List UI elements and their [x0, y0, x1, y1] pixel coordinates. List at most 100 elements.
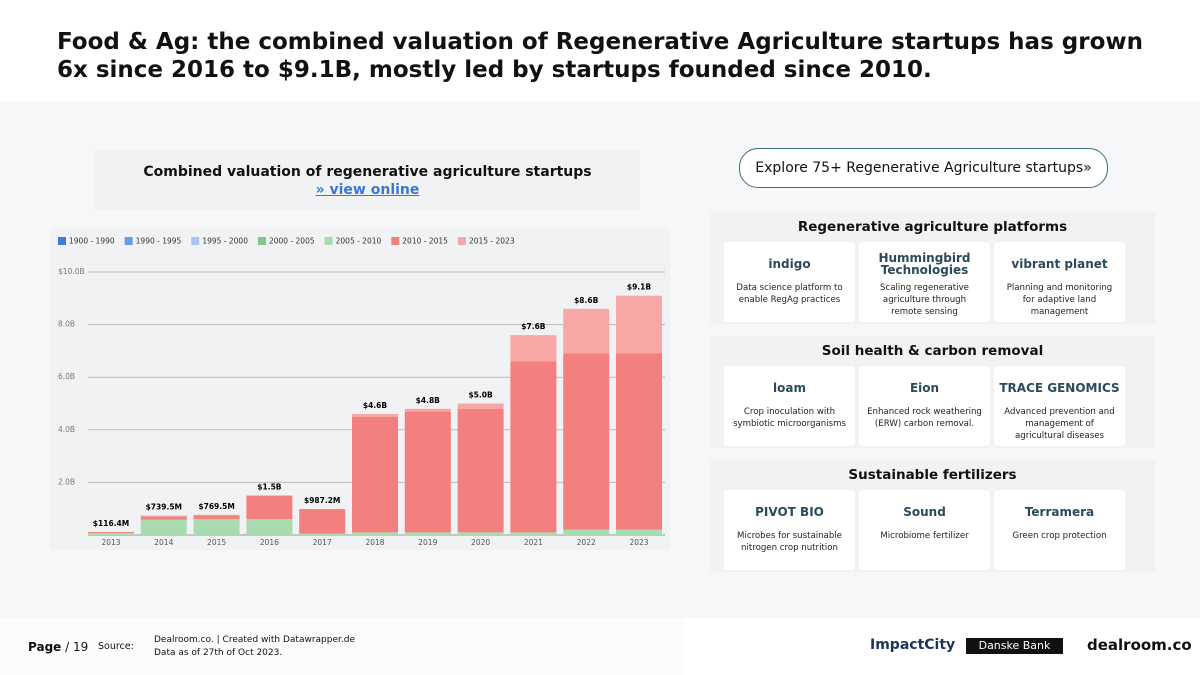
- startup-description: Data science platform to enable RegAg pr…: [736, 283, 843, 305]
- total-label: $769.5M: [198, 502, 234, 511]
- bar-segment: [457, 532, 504, 535]
- legend-swatch: [58, 237, 66, 245]
- legend-swatch: [324, 237, 333, 245]
- legend-swatch: [257, 237, 266, 245]
- legend-label: 2000 - 2005: [269, 237, 315, 246]
- bar-segment: [246, 495, 293, 520]
- bar-segment: [140, 519, 187, 535]
- startup-card[interactable]: Terramera Green crop protection: [994, 490, 1125, 570]
- startup-logo: Sound: [903, 505, 946, 519]
- bar-segment: [616, 295, 662, 354]
- startup-description: Green crop protection: [1012, 531, 1107, 541]
- startup-logo: vibrant planet: [1011, 257, 1108, 271]
- total-label: $5.0B: [468, 391, 493, 400]
- card-row: loam Crop inoculation with symbiotic micr…: [710, 366, 1155, 446]
- bar-segment: [352, 414, 398, 417]
- bar-segment: [352, 416, 398, 533]
- chart-header: Combined valuation of regenerative agric…: [95, 150, 640, 210]
- bar-segment: [563, 308, 610, 354]
- bar-segment: [616, 529, 662, 535]
- bar-segment: [88, 531, 134, 533]
- startup-logo: indigo: [768, 257, 811, 271]
- bar-segment: [457, 408, 504, 533]
- section-heading: Soil health & carbon removal: [821, 343, 1044, 359]
- source-line: Data as of 27th of Oct 2023.: [154, 648, 283, 658]
- startup-logo: Eion: [909, 381, 940, 395]
- page-number: Page / 19: [28, 640, 88, 654]
- x-tick-label: 2016: [260, 538, 279, 547]
- startup-card[interactable]: vibrant planet Planning and monitoring fo…: [994, 242, 1125, 322]
- y-tick-label: 8.0B: [58, 320, 75, 329]
- bar-segment: [246, 519, 293, 535]
- legend-swatch: [391, 237, 400, 245]
- total-label: $9.1B: [627, 283, 652, 292]
- chart-title: Combined valuation of regenerative agric…: [143, 164, 592, 180]
- startup-card[interactable]: PIVOT BIO Microbes for sustainable nitrog…: [724, 490, 855, 570]
- startup-description: Microbiome fertilizer: [880, 531, 969, 541]
- view-online-link[interactable]: » view online: [315, 182, 420, 198]
- bar-segment: [510, 335, 557, 362]
- footer-background: [0, 618, 685, 675]
- y-tick-label: 4.0B: [58, 425, 75, 434]
- bar-segment: [193, 514, 240, 516]
- panel-section: Soil health & carbon removal loam Crop ino…: [710, 336, 1155, 448]
- bar-segment: [457, 403, 504, 409]
- startup-card[interactable]: loam Crop inoculation with symbiotic micr…: [724, 366, 855, 446]
- startup-logo: PIVOT BIO: [755, 505, 824, 519]
- legend-swatch: [124, 237, 133, 245]
- total-label: $7.6B: [521, 322, 546, 331]
- x-tick-label: 2023: [629, 538, 648, 547]
- startup-description: Advanced prevention and management of ag…: [1004, 407, 1115, 441]
- logo-danske: Danske Bank: [966, 638, 1063, 654]
- bar-segment: [352, 532, 398, 535]
- bar-segment: [404, 408, 451, 412]
- x-tick-label: 2017: [313, 538, 332, 547]
- source: Dealroom.co. | Created with Datawrapper.…: [154, 634, 355, 660]
- section-heading: Sustainable fertilizers: [848, 467, 1017, 483]
- x-tick-label: 2014: [154, 538, 173, 547]
- startup-description: Planning and monitoring for adaptive lan…: [1006, 283, 1113, 317]
- startup-card[interactable]: indigo Data science platform to enable Re…: [724, 242, 855, 322]
- card-row: PIVOT BIO Microbes for sustainable nitrog…: [710, 490, 1155, 570]
- x-tick-label: 2018: [365, 538, 384, 547]
- x-tick-label: 2021: [524, 538, 543, 547]
- logo-dealroom: dealroom.co: [1087, 636, 1192, 654]
- startup-description: Enhanced rock weathering (ERW) carbon re…: [867, 407, 982, 429]
- y-tick-label: $10.0B: [58, 267, 85, 276]
- startup-description: Scaling regenerative agriculture through…: [880, 283, 969, 317]
- total-label: $987.2M: [304, 496, 340, 505]
- legend-label: 1995 - 2000: [202, 237, 248, 246]
- bar-segment: [140, 515, 187, 517]
- page-title: Food & Ag: the combined valuation of Reg…: [57, 29, 1144, 83]
- logo-impactcity: ImpactCity: [870, 637, 956, 653]
- x-tick-label: 2015: [207, 538, 226, 547]
- bar-segment: [88, 532, 134, 535]
- bar-segment: [404, 532, 451, 535]
- explore-button[interactable]: Explore 75+ Regenerative Agriculture sta…: [739, 148, 1108, 188]
- chart: 2.0B 4.0B 6.0B 8.0B $10.0B 1900 - 1990 1990 - …: [58, 237, 665, 547]
- y-tick-label: 6.0B: [58, 372, 75, 381]
- page-count: / 19: [65, 640, 89, 654]
- bar-segment: [299, 533, 346, 535]
- bar-segment: [299, 509, 346, 534]
- panel-section: Sustainable fertilizers PIVOT BIO Microbes…: [710, 460, 1155, 572]
- legend-label: 2010 - 2015: [402, 237, 448, 246]
- bar-segment: [510, 361, 557, 533]
- startup-card[interactable]: Eion Enhanced rock weathering (ERW) carbo…: [859, 366, 990, 446]
- startup-card[interactable]: Hummingbird Technologies Scaling regenera…: [859, 242, 990, 322]
- startup-logo: loam: [773, 381, 806, 395]
- panel-section: Regenerative agriculture platforms indigo…: [710, 212, 1155, 324]
- x-tick-label: 2013: [101, 538, 120, 547]
- source-line: Dealroom.co. | Created with Datawrapper.…: [154, 635, 355, 645]
- startup-card[interactable]: Sound Microbiome fertilizer: [859, 490, 990, 570]
- total-label: $1.5B: [257, 483, 282, 492]
- legend-label: 2005 - 2010: [336, 237, 382, 246]
- bar-segment: [193, 519, 240, 535]
- legend-label: 1990 - 1995: [136, 237, 182, 246]
- x-tick-label: 2020: [471, 538, 490, 547]
- bar-segment: [510, 532, 557, 535]
- startup-card[interactable]: TRACE GENOMICS Advanced prevention and ma…: [994, 366, 1125, 446]
- total-label: $739.5M: [146, 503, 182, 512]
- bar-segment: [616, 353, 662, 530]
